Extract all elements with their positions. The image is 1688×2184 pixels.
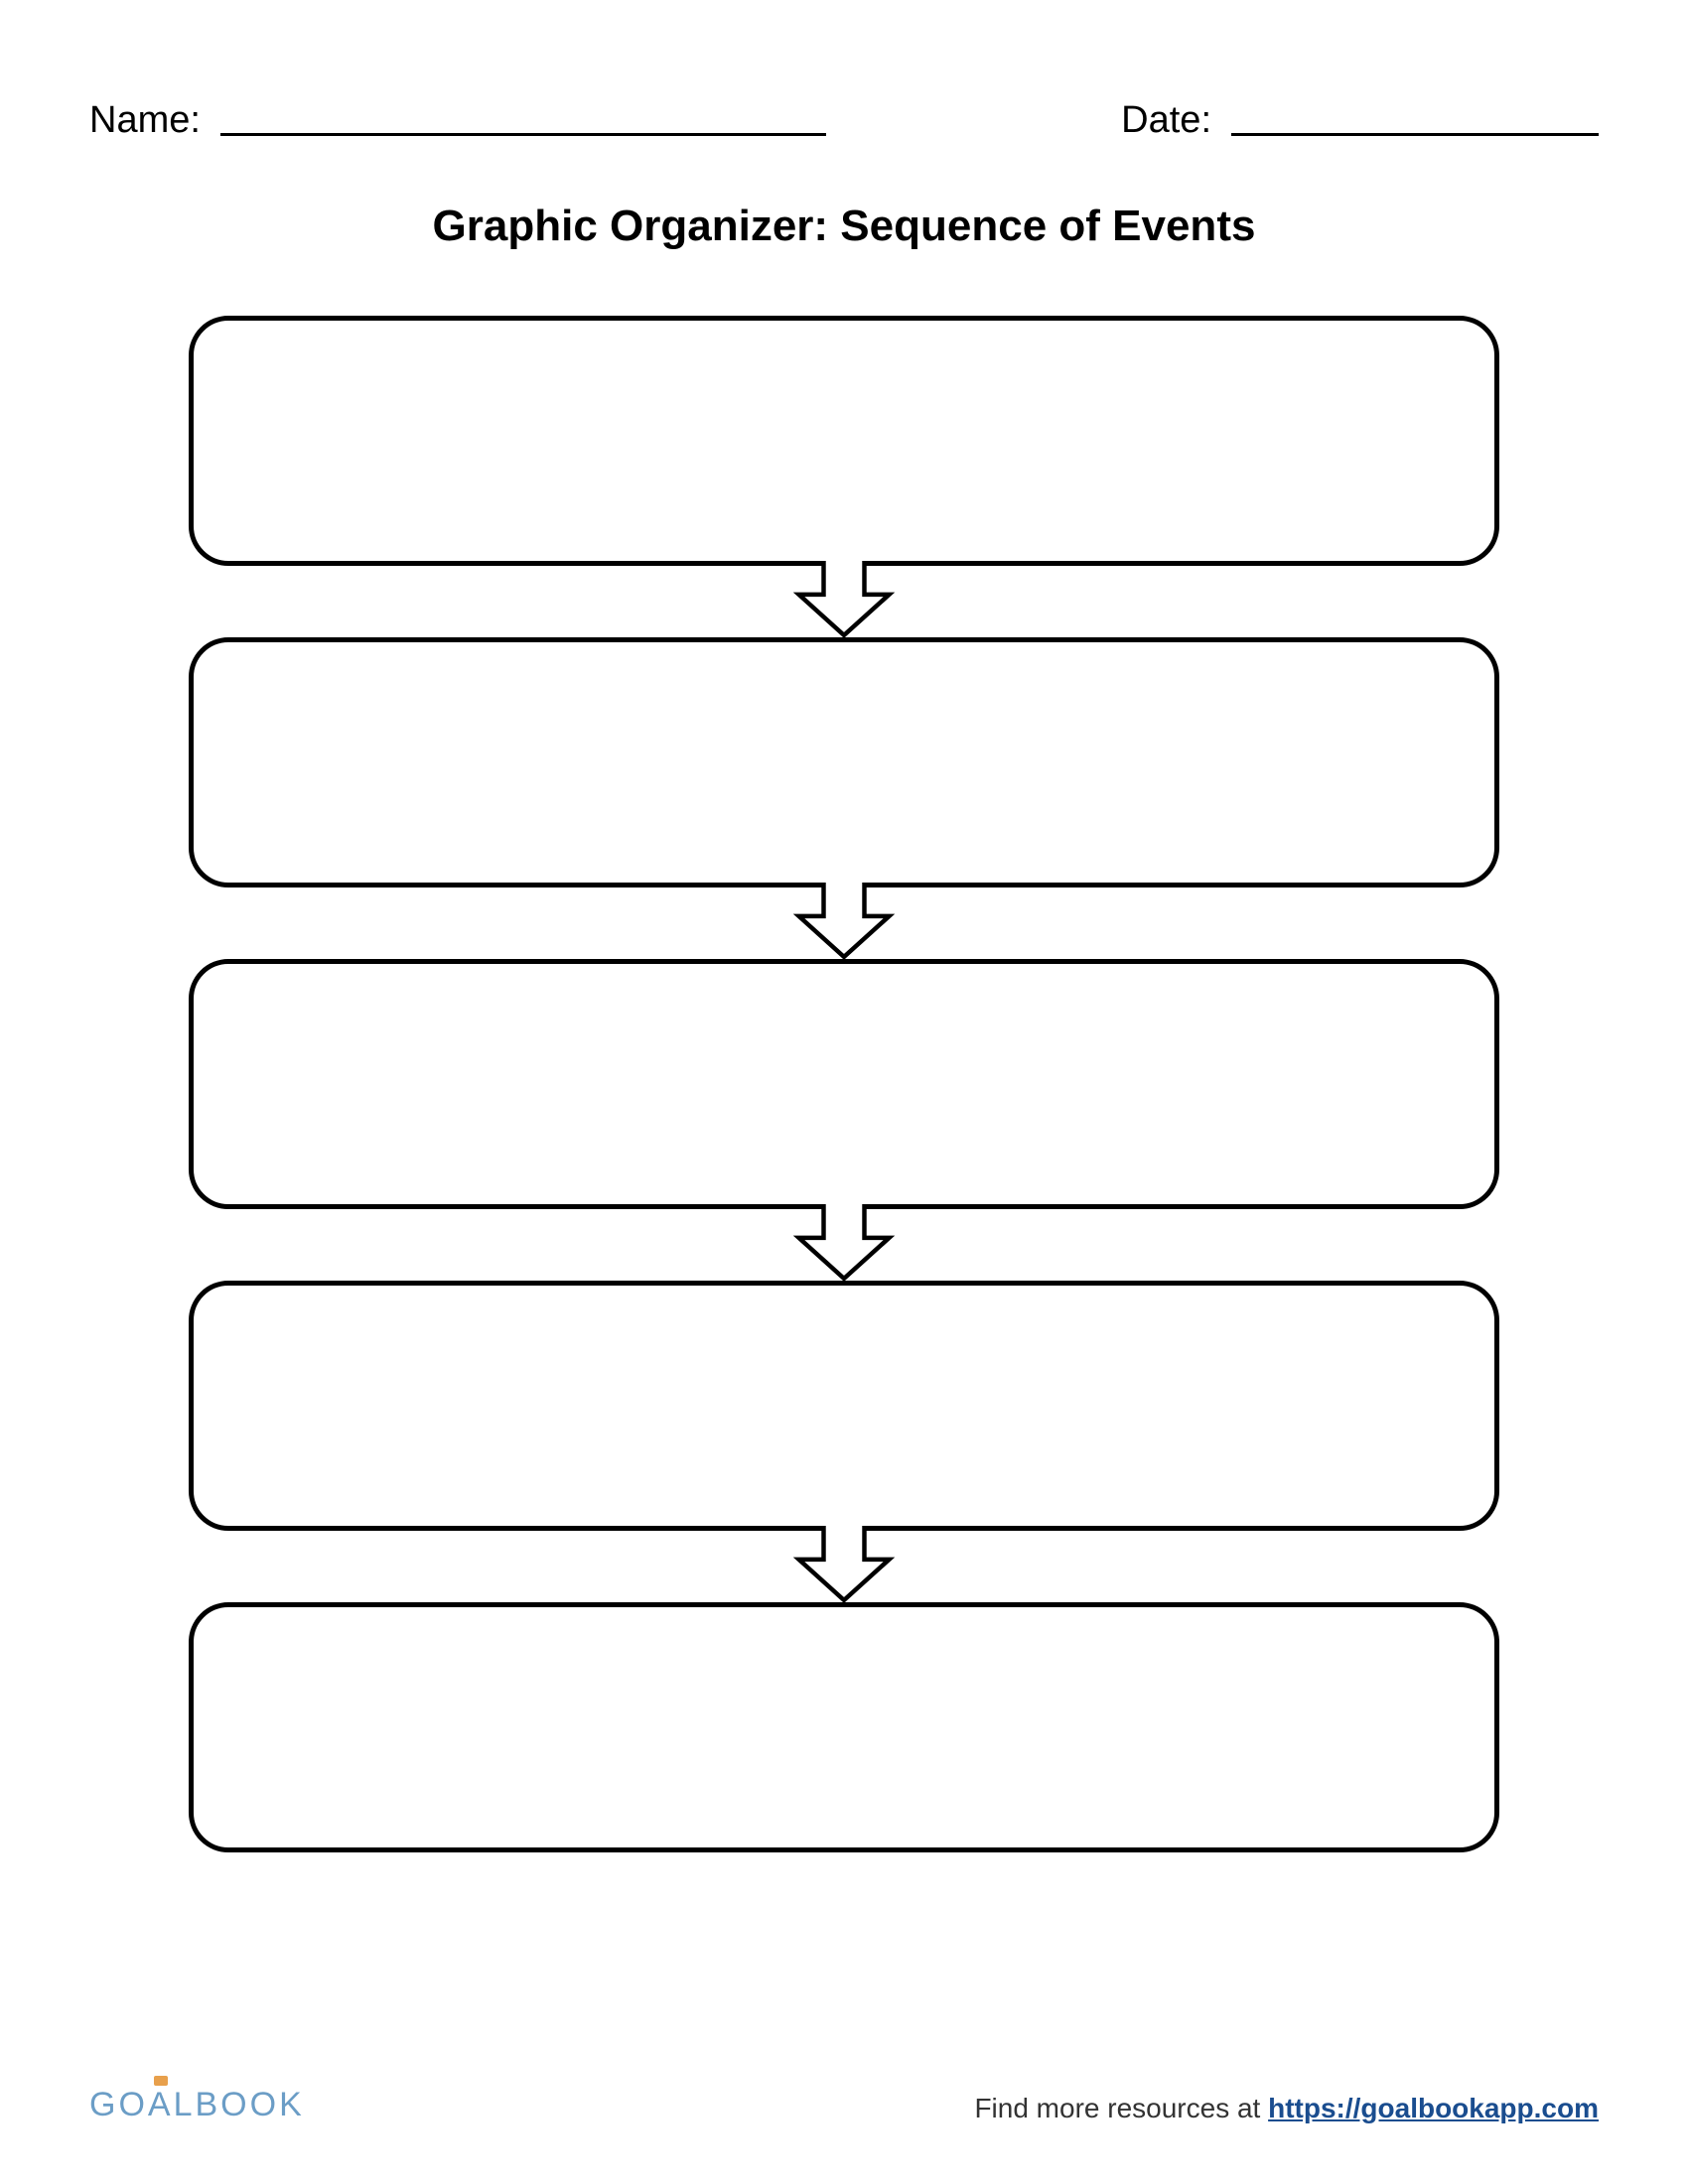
arrow-down-icon	[779, 1204, 909, 1286]
date-label: Date:	[1121, 99, 1211, 142]
name-label: Name:	[89, 99, 201, 142]
logo-part-1: GO	[89, 2086, 148, 2124]
resource-link[interactable]: https://goalbookapp.com	[1268, 2093, 1599, 2123]
date-input-line[interactable]	[1231, 133, 1599, 136]
event-box-2[interactable]	[189, 637, 1499, 887]
footer-resource-text: Find more resources at https://goalbooka…	[974, 2093, 1599, 2124]
page-title: Graphic Organizer: Sequence of Events	[89, 202, 1599, 251]
worksheet-page: Name: Date: Graphic Organizer: Sequence …	[0, 0, 1688, 2184]
event-box-4[interactable]	[189, 1281, 1499, 1531]
event-box-1[interactable]	[189, 316, 1499, 566]
header-fields: Name: Date:	[89, 99, 1599, 142]
date-field-group: Date:	[1121, 99, 1599, 142]
arrow-down-icon	[779, 883, 909, 964]
name-field-group: Name:	[89, 99, 826, 142]
logo-part-2: LBOOK	[174, 2086, 305, 2124]
sequence-organizer	[189, 316, 1499, 1852]
event-box-5[interactable]	[189, 1602, 1499, 1852]
arrow-down-icon	[779, 1526, 909, 1607]
arrow-down-icon	[779, 561, 909, 642]
page-footer: GOALBOOK Find more resources at https://…	[89, 2086, 1599, 2124]
resource-prefix: Find more resources at	[974, 2093, 1268, 2123]
logo-part-a: A	[148, 2086, 174, 2124]
event-box-3[interactable]	[189, 959, 1499, 1209]
name-input-line[interactable]	[220, 133, 826, 136]
goalbook-logo: GOALBOOK	[89, 2086, 305, 2124]
